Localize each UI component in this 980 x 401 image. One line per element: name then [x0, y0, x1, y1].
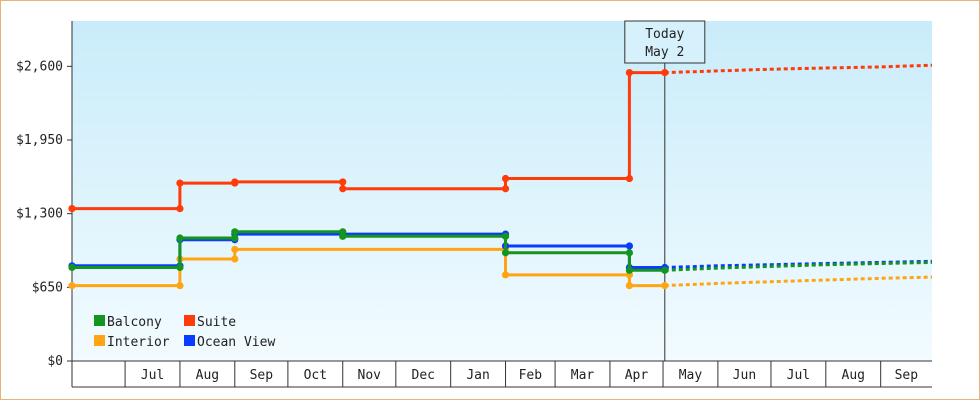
today-box — [624, 20, 706, 64]
data-point-balcony — [231, 228, 239, 236]
today-label: Today — [645, 27, 684, 42]
data-point-balcony — [176, 263, 184, 272]
series-line-interior — [72, 247, 665, 288]
data-point-balcony — [501, 232, 510, 240]
data-point-interior — [625, 282, 634, 290]
legend: Balcony Suite Interior Ocean View — [94, 315, 275, 350]
x-month-label: Jul — [141, 368, 164, 383]
data-point-balcony — [176, 234, 184, 242]
data-point-suite — [339, 178, 347, 186]
x-month-label: Nov — [358, 368, 382, 383]
legend-swatch-balcony — [94, 315, 105, 326]
axes: $0 $650 $1,300 $1,950 $2,600 Jul Aug Sep Oct Nov D… — [16, 21, 932, 388]
data-point-balcony — [231, 234, 239, 242]
data-point-interior — [661, 282, 669, 290]
forecast-line-balcony — [664, 260, 933, 272]
y-tick-label: $1,300 — [16, 207, 63, 222]
data-point-ocean-view — [625, 242, 634, 250]
y-tick-label: $0 — [47, 354, 63, 369]
forecast-line-interior — [664, 275, 933, 288]
data-point-suite — [231, 178, 239, 186]
data-point-balcony — [661, 266, 669, 274]
data-point-interior — [231, 245, 239, 253]
data-point-balcony — [501, 249, 510, 257]
data-point-suite — [176, 204, 184, 213]
x-month-label: Feb — [519, 368, 543, 383]
data-point-interior — [68, 282, 76, 290]
x-month-label: Jan — [466, 368, 489, 383]
data-point-suite — [176, 179, 184, 187]
data-point-suite — [501, 174, 510, 183]
x-month-label: Oct — [304, 368, 327, 383]
legend-label-ocean-view: Ocean View — [197, 335, 275, 350]
y-tick-label: $1,950 — [16, 133, 63, 148]
y-tick-label: $650 — [32, 280, 63, 295]
legend-label-interior: Interior — [107, 335, 170, 350]
data-point-balcony — [625, 266, 634, 274]
data-point-balcony — [339, 232, 347, 240]
legend-swatch-suite — [184, 315, 195, 326]
x-month-label: Sep — [250, 368, 274, 383]
data-point-suite — [661, 68, 669, 77]
legend-label-suite: Suite — [197, 315, 236, 330]
data-point-suite — [625, 174, 634, 183]
x-month-label: Apr — [625, 368, 649, 383]
today-marker: Today May 2 — [624, 20, 706, 361]
data-point-interior — [231, 255, 239, 263]
x-month-label: Jun — [733, 368, 756, 383]
data-point-balcony — [625, 249, 634, 257]
x-month-label: Sep — [895, 368, 919, 383]
x-month-label: Aug — [196, 368, 219, 383]
x-month-label: Dec — [412, 368, 435, 383]
x-month-label: Jul — [787, 368, 810, 383]
data-point-suite — [68, 204, 76, 213]
data-point-suite — [625, 68, 634, 77]
x-month-label: May — [679, 368, 703, 383]
x-month-label: Mar — [571, 368, 595, 383]
data-point-suite — [501, 185, 510, 193]
y-tick-label: $2,600 — [16, 59, 63, 74]
legend-swatch-interior — [94, 335, 105, 346]
x-month-label: Aug — [842, 368, 865, 383]
data-point-interior — [501, 271, 510, 279]
data-point-suite — [339, 185, 347, 193]
series-layer — [68, 63, 933, 290]
legend-swatch-ocean-view — [184, 335, 195, 346]
plot-background — [72, 21, 932, 361]
forecast-line-suite — [664, 63, 933, 75]
data-point-interior — [176, 282, 184, 290]
today-date-label: May 2 — [645, 45, 684, 60]
legend-label-balcony: Balcony — [107, 315, 162, 330]
data-point-balcony — [68, 263, 76, 272]
